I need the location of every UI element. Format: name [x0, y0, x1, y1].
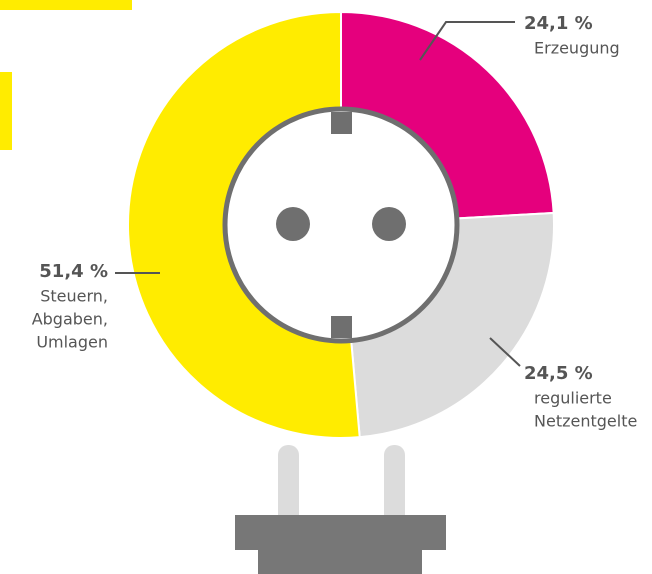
category-label: regulierte	[534, 389, 612, 408]
category-label: Steuern,	[40, 287, 108, 306]
category-label: Netzentgelte	[534, 412, 637, 431]
socket-tab	[331, 112, 352, 134]
category-label: Umlagen	[36, 333, 108, 352]
value-label: 51,4 %	[39, 261, 108, 282]
plug-pin	[384, 445, 405, 525]
plug-body	[235, 515, 446, 574]
socket-hole	[372, 207, 406, 241]
category-label: Abgaben,	[32, 310, 108, 329]
value-label: 24,5 %	[524, 363, 593, 384]
socket	[225, 109, 457, 341]
socket-tab	[331, 316, 352, 338]
category-label: Erzeugung	[534, 39, 620, 58]
decoration	[0, 0, 132, 10]
socket-hole	[276, 207, 310, 241]
chart: 24,1 % Erzeugung 24,5 % regulierte Netzentge…	[0, 0, 652, 574]
value-label: 24,1 %	[524, 13, 593, 34]
plug-pin	[278, 445, 299, 525]
decoration	[0, 72, 12, 150]
